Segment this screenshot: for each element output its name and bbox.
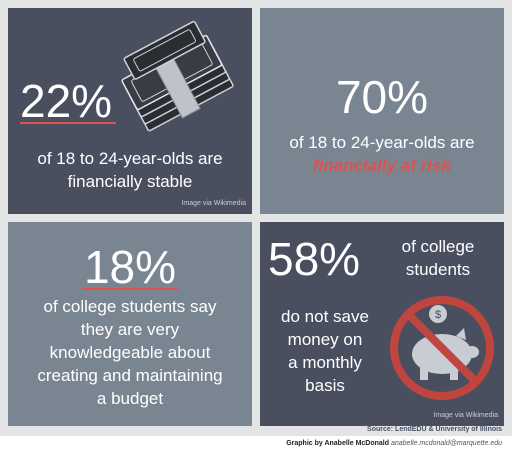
svg-text:$: $ [435, 309, 441, 321]
infographic-frame: 22% of 18 to 24-year-olds are financiall… [0, 0, 512, 436]
author-email: anabelle.mcdonald@marquette.edu [390, 440, 502, 447]
stat-description-line: of 18 to 24-year-olds are [289, 133, 475, 152]
stat-58-percent: 58% [268, 233, 361, 285]
stat-panel-financially-at-risk: 70% of 18 to 24-year-olds are financiall… [260, 8, 504, 214]
stat-description-line: of college [401, 237, 475, 256]
stat-description-line: of college students say [43, 297, 217, 316]
stat-highlight-text: financially at risk [313, 156, 451, 175]
stat-underline [20, 122, 116, 124]
stat-description-line: a monthly [288, 353, 362, 372]
stat-description-line: creating and maintaining [37, 366, 223, 385]
stat-description-line: of 18 to 24-year-olds are [37, 149, 223, 168]
stat-description-line: they are very [80, 320, 180, 339]
image-credit: Image via Wikimedia [433, 412, 498, 419]
stat-panel-budget-knowledge: 18% of college students say they are ver… [8, 222, 252, 426]
stat-22-percent: 22% [20, 75, 113, 127]
stat-description-line: do not save [281, 307, 369, 326]
stat-description-line: students [405, 260, 471, 279]
stat-panel-not-saving: 58% of college students $ do not save mo… [260, 222, 504, 426]
stat-description-line: money on [287, 330, 363, 349]
stat-18-percent: 18% [83, 241, 177, 293]
stat-underline [82, 288, 178, 290]
stat-70-percent: 70% [335, 71, 429, 123]
graphic-credit-footer: Graphic by Anabelle McDonald anabelle.mc… [0, 440, 512, 447]
no-piggy-bank-icon: $ [390, 296, 494, 400]
stat-panel-financially-stable: 22% of 18 to 24-year-olds are financiall… [8, 8, 252, 214]
stat-description-line: a budget [96, 389, 164, 408]
stat-description-line: basis [305, 376, 345, 395]
stat-description-line: financially stable [67, 172, 193, 191]
graphic-author: Graphic by Anabelle McDonald [286, 440, 390, 447]
image-credit: Image via Wikimedia [181, 200, 246, 207]
money-stack-icon [121, 20, 234, 132]
stat-description-line: knowledgeable about [49, 343, 211, 362]
source-note: Source: LendEDU & University of Illinois [367, 426, 502, 433]
